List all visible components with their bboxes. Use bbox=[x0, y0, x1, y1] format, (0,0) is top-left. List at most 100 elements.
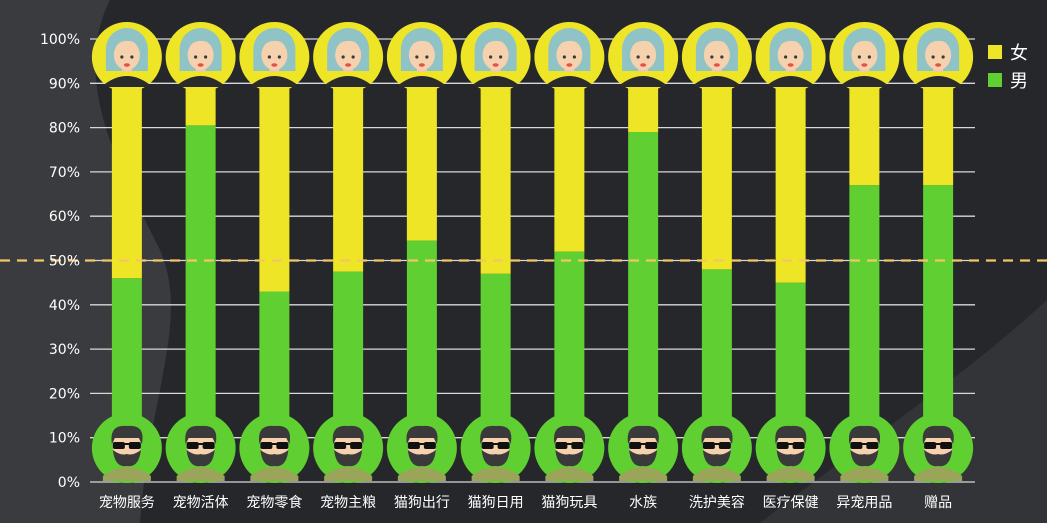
x-tick-label: 猫狗出行 bbox=[394, 495, 450, 511]
man-hair bbox=[627, 425, 659, 444]
woman-eye bbox=[710, 55, 714, 59]
woman-face bbox=[187, 40, 214, 70]
woman-bangs bbox=[924, 35, 953, 49]
avatars bbox=[91, 22, 974, 483]
woman-avatar-icon bbox=[829, 22, 900, 92]
man-sunglasses-bridge bbox=[640, 443, 647, 445]
woman-top bbox=[178, 76, 223, 87]
man-sunglasses-lens bbox=[866, 442, 879, 449]
woman-top bbox=[842, 76, 887, 87]
man-sunglasses-bridge bbox=[787, 443, 794, 445]
man-sunglasses-lens bbox=[202, 442, 215, 449]
man-sunglasses-bridge bbox=[271, 443, 278, 445]
man-sunglasses-lens bbox=[112, 442, 125, 449]
legend-item-female: 女 bbox=[988, 38, 1028, 66]
woman-avatar-icon bbox=[534, 22, 605, 92]
woman-face bbox=[113, 40, 140, 70]
man-shirt bbox=[250, 467, 299, 481]
legend-label-female: 女 bbox=[1010, 43, 1028, 64]
woman-eye bbox=[784, 55, 788, 59]
bearded-man-avatar-icon bbox=[829, 413, 900, 483]
man-shirt bbox=[914, 467, 963, 481]
man-shirt bbox=[471, 467, 520, 481]
woman-face bbox=[482, 40, 509, 70]
woman-top bbox=[104, 76, 149, 87]
man-hair bbox=[406, 425, 438, 444]
man-hair bbox=[553, 425, 586, 444]
legend-swatch-male bbox=[988, 73, 1002, 87]
man-beard bbox=[702, 450, 731, 467]
man-beard bbox=[924, 450, 953, 467]
man-shirt bbox=[840, 467, 889, 481]
woman-bangs bbox=[112, 35, 141, 49]
woman-eye bbox=[341, 55, 345, 59]
bearded-man-avatar-icon bbox=[239, 413, 310, 483]
bearded-man-avatar-icon bbox=[755, 413, 826, 483]
x-tick-label: 宠物主粮 bbox=[320, 495, 376, 511]
x-tick-label: 猫狗日用 bbox=[468, 495, 524, 511]
man-sunglasses-lens bbox=[718, 442, 731, 449]
x-tick-label: 洗护美容 bbox=[689, 494, 745, 511]
man-sunglasses-lens bbox=[334, 442, 347, 449]
y-tick-label: 70% bbox=[49, 165, 80, 181]
woman-bangs bbox=[407, 35, 436, 49]
woman-lips bbox=[640, 63, 647, 67]
woman-avatar-icon bbox=[386, 22, 457, 92]
man-sunglasses-lens bbox=[350, 442, 363, 449]
woman-bangs bbox=[555, 35, 584, 49]
man-beard bbox=[186, 450, 215, 467]
woman-eye bbox=[794, 55, 798, 59]
woman-top bbox=[621, 76, 666, 87]
man-sunglasses-bridge bbox=[935, 443, 942, 445]
man-sunglasses-lens bbox=[645, 442, 658, 449]
man-hair bbox=[922, 425, 954, 444]
woman-eye bbox=[267, 55, 271, 59]
man-sunglasses-lens bbox=[128, 442, 141, 449]
y-tick-label: 90% bbox=[49, 76, 80, 92]
woman-eye bbox=[425, 55, 429, 59]
man-shirt bbox=[619, 467, 668, 481]
woman-avatar-icon bbox=[608, 22, 679, 92]
woman-eye bbox=[204, 55, 208, 59]
grid-lines bbox=[90, 38, 975, 483]
man-shirt bbox=[692, 467, 741, 481]
man-hair bbox=[185, 425, 217, 444]
woman-eye bbox=[857, 55, 861, 59]
woman-eye bbox=[720, 55, 724, 59]
man-sunglasses-bridge bbox=[123, 443, 130, 445]
woman-avatar-icon bbox=[755, 22, 826, 92]
woman-lips bbox=[713, 63, 720, 67]
man-sunglasses-lens bbox=[555, 442, 568, 449]
woman-bangs bbox=[260, 35, 289, 49]
woman-eye bbox=[489, 55, 493, 59]
y-tick-label: 20% bbox=[49, 386, 80, 402]
woman-eye bbox=[867, 55, 871, 59]
x-tick-label: 水族 bbox=[629, 495, 657, 511]
woman-lips bbox=[271, 63, 278, 67]
bearded-man-avatar-icon bbox=[534, 413, 605, 483]
woman-face bbox=[261, 40, 288, 70]
x-tick-label: 宠物服务 bbox=[99, 495, 155, 511]
man-sunglasses-bridge bbox=[418, 443, 425, 445]
woman-lips bbox=[492, 63, 499, 67]
man-sunglasses-lens bbox=[571, 442, 584, 449]
bearded-man-avatar-icon bbox=[608, 413, 679, 483]
background-shape-right bbox=[760, 300, 1047, 523]
woman-avatar-icon bbox=[313, 22, 384, 92]
man-sunglasses-lens bbox=[924, 442, 937, 449]
man-sunglasses-lens bbox=[850, 442, 863, 449]
man-hair bbox=[480, 425, 512, 444]
man-shirt bbox=[176, 467, 225, 481]
x-tick-label: 赠品 bbox=[924, 495, 952, 511]
y-tick-label: 0% bbox=[58, 475, 80, 491]
man-hair bbox=[332, 425, 364, 444]
x-tick-label: 宠物活体 bbox=[173, 495, 229, 511]
woman-avatar-icon bbox=[91, 22, 162, 92]
legend-item-male: 男 bbox=[988, 66, 1028, 94]
woman-bangs bbox=[629, 35, 658, 49]
bearded-man-avatar-icon bbox=[681, 413, 752, 483]
legend: 女 男 bbox=[988, 38, 1028, 94]
legend-label-male: 男 bbox=[1010, 71, 1028, 92]
woman-lips bbox=[787, 63, 794, 67]
bearded-man-avatar-icon bbox=[91, 413, 162, 483]
